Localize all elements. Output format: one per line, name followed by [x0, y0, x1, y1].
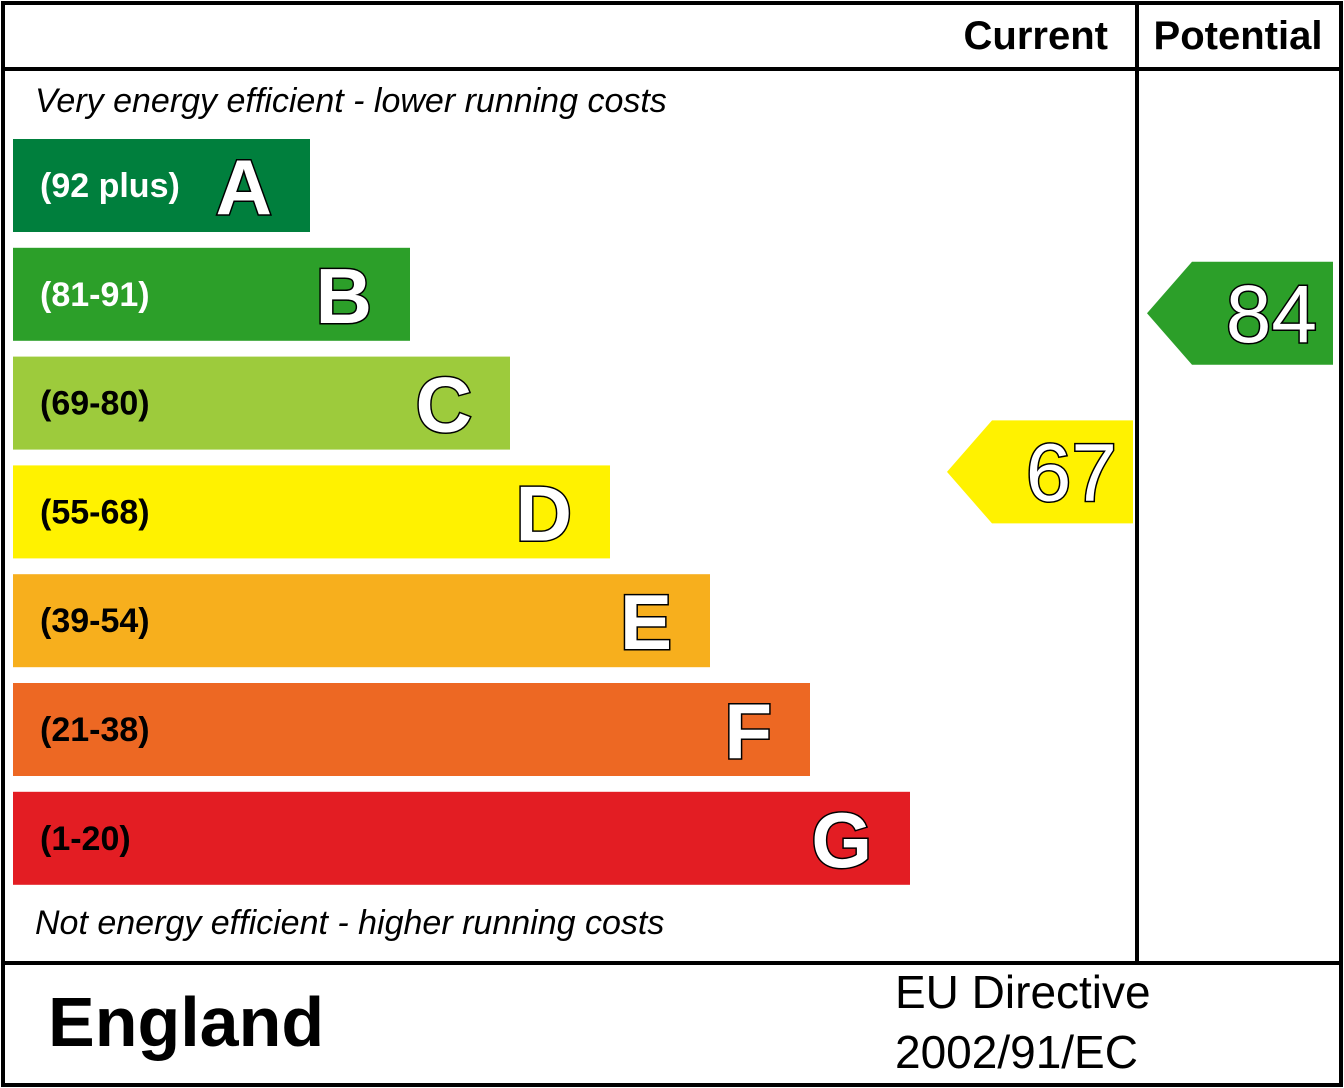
band-bar: [13, 574, 710, 668]
band-b: (81-91) B: [13, 247, 410, 341]
band-range: (39-54): [40, 602, 150, 640]
band-bar: [13, 139, 310, 232]
country-label: England: [48, 983, 324, 1061]
band-letter: F: [724, 687, 772, 775]
current-score: 67: [1026, 427, 1117, 518]
bottom-note: Not energy efficient - higher running co…: [35, 904, 664, 942]
band-letter: C: [416, 361, 472, 449]
rating-bands: (92 plus) A (81-91) B (69-80) C (55-68) D (39-54…: [13, 139, 910, 885]
band-d: (55-68) D: [13, 465, 610, 559]
directive-line2: 2002/91/EC: [895, 1026, 1138, 1078]
potential-arrow-shape: [1147, 261, 1333, 365]
directive-line1: EU Directive: [895, 966, 1151, 1018]
band-f: (21-38) F: [13, 683, 810, 777]
band-letter: E: [620, 578, 672, 666]
band-letter: G: [811, 796, 872, 884]
band-range: (55-68): [40, 493, 150, 531]
potential-rating-arrow: 84: [1147, 261, 1333, 365]
band-range: (21-38): [40, 711, 150, 749]
band-range: (92 plus): [40, 167, 180, 205]
band-a: (92 plus) A: [13, 139, 310, 233]
band-bar: [13, 247, 410, 341]
current-arrow-shape: [947, 420, 1133, 524]
band-bar: [13, 791, 910, 885]
current-header: Current: [964, 14, 1108, 58]
band-bar: [13, 465, 610, 559]
band-bar: [13, 356, 510, 450]
band-range: (1-20): [40, 820, 131, 858]
band-letter: B: [316, 252, 372, 340]
band-e: (39-54) E: [13, 574, 710, 668]
band-letter: D: [516, 469, 572, 557]
potential-header: Potential: [1154, 14, 1323, 58]
current-rating-arrow: 67: [947, 420, 1133, 524]
rating-arrows: 67 84: [947, 261, 1333, 524]
band-g: (1-20) G: [13, 791, 910, 885]
band-range: (81-91): [40, 276, 150, 314]
band-c: (69-80) C: [13, 356, 510, 450]
band-letter: A: [216, 143, 272, 231]
potential-score: 84: [1226, 269, 1317, 360]
top-note: Very energy efficient - lower running co…: [35, 82, 667, 120]
band-range: (69-80): [40, 385, 150, 423]
band-bar: [13, 683, 810, 776]
